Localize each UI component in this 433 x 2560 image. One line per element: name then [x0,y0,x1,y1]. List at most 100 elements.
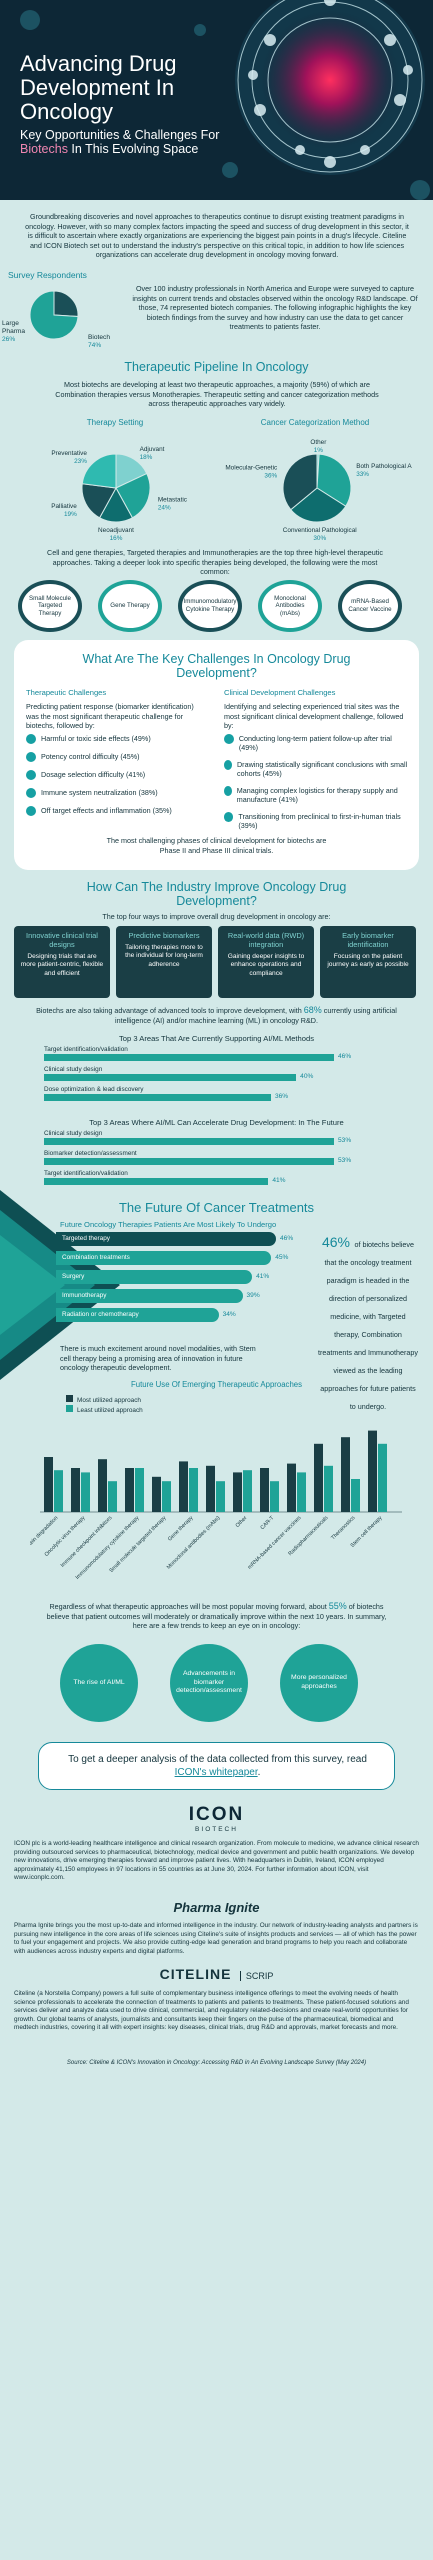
pie-slice [53,290,79,318]
cta-box: To get a deeper analysis of the data col… [38,1742,395,1790]
bar-fill [44,1158,334,1165]
pie-value: 19% [64,511,77,518]
pie-slice [29,290,79,340]
future-bar [56,1289,243,1303]
emerging-bar-least [108,1481,117,1512]
page-title: Advancing Drug Development In Oncology [20,51,177,124]
future-bar-value: 46% [280,1235,294,1242]
bar-fill [44,1138,334,1145]
bar-value: 40% [300,1073,314,1080]
challenges-title: What Are The Key Challenges In Oncology … [82,652,351,680]
clinical-challenges-list: Conducting long-term patient follow-up a… [224,734,410,838]
emerging-label: Theranostics [330,1515,356,1541]
challenge-label: Managing complex logistics for therapy s… [236,786,398,804]
therapy-node: mRNA-Based Cancer Vaccine [338,580,402,632]
pie-value: 33% [356,471,369,478]
respondents-title: Survey Respondents [8,270,87,280]
emerging-bar-least [54,1470,63,1512]
emerging-bar-least [297,1472,306,1512]
challenge-label: Dosage selection difficulty (41%) [41,770,146,779]
therapy-node: Immunomodulatory Cytokine Therapy [178,580,242,632]
pipeline-text: Most biotechs are developing at least tw… [55,380,379,409]
emerging-bar-most [152,1476,161,1512]
challenge-label: Immune system neutralization (38%) [41,788,158,797]
therapy-node: Gene Therapy [98,580,162,632]
improve-cards: Innovative clinical trial designs Designi… [14,926,419,1001]
future-bar-label: Targeted therapy [62,1235,110,1242]
pie-label: Molecular-Genetic [225,464,278,471]
future-bar [56,1308,219,1322]
challenge-item: Conducting long-term patient follow-up a… [224,734,410,752]
improve-card: Early biomarker identification Focusing o… [320,926,416,998]
pie-value: 30% [313,535,326,542]
pie-label: Adjuvant [140,446,165,453]
challenge-icon [224,786,232,796]
challenge-item: Potency control difficulty (45%) [26,752,216,762]
emerging-bar-most [98,1459,107,1512]
improve-card-title: Real-world data (RWD) integration [227,931,305,949]
emerging-bar-least [378,1443,387,1512]
challenge-item: Transitioning from preclinical to first-… [224,812,410,830]
pie-label: Preventative [51,450,87,457]
emerging-bar-most [233,1472,242,1512]
improve-card-text: Designing trials that are more patient-c… [20,953,104,977]
future-bar [56,1251,272,1265]
pie-value: 36% [264,472,277,479]
improve-card: Innovative clinical trial designs Designi… [14,926,110,998]
emerging-bar-least [135,1468,144,1512]
bar-label: Biomarker detection/assessment [44,1150,137,1157]
cta-text: To get a deeper analysis of the data col… [68,1754,367,1778]
challenge-label: Potency control difficulty (45%) [41,752,140,761]
challenges-card: What Are The Key Challenges In Oncology … [14,640,419,870]
challenges-footer: The most challenging phases of clinical … [106,836,327,855]
respondents-pie [29,290,79,340]
pie-value: 23% [74,458,87,465]
whitepaper-link[interactable]: ICON's whitepaper [174,1767,258,1778]
future-bar-label: Surgery [62,1273,85,1280]
challenge-label: Drawing statistically significant conclu… [236,760,408,778]
bar-value: 46% [338,1053,352,1060]
challenge-icon [26,806,36,816]
pie-label: Palliative [51,503,77,510]
future-side-note: 46% of biotechs believe that the oncolog… [318,1234,418,1414]
pharma-ignite-text: Pharma Ignite brings you the most up-to-… [14,1922,418,1955]
challenge-item: Off target effects and inflammation (35%… [26,806,216,816]
future-title: The Future Of Cancer Treatments [118,1200,315,1215]
emerging-bar-least [81,1472,90,1512]
emerging-label: CAR-T [260,1515,276,1531]
challenge-label: Off target effects and inflammation (35%… [41,806,172,815]
bar-fill [44,1054,334,1061]
future-bar-label: Immunotherapy [62,1292,107,1299]
improve-card-title: Innovative clinical trial designs [26,931,98,949]
therapy-node: Small Molecule Targeted Therapy [18,580,82,632]
future-bar-value: 34% [222,1311,236,1318]
emerging-bar-least [189,1468,198,1512]
challenge-item: Drawing statistically significant conclu… [224,760,410,778]
future-side-pct: 46% [321,1234,351,1250]
emerging-bar-most [368,1430,377,1512]
improve-subtitle: The top four ways to improve overall dru… [102,912,331,921]
bar-label: Target identification/validation [44,1170,128,1177]
improve-card-text: Tailoring therapies more to the individu… [125,944,203,968]
bar-value: 53% [338,1157,352,1164]
pie-label: Other [310,439,327,446]
respondents-label-biotech: Biotech 74% [88,334,110,349]
challenge-label: Transitioning from preclinical to first-… [238,812,401,830]
pie-value: 16% [110,535,123,542]
bar-value: 41% [272,1177,286,1184]
improve-card: Real-world data (RWD) integration Gaining… [218,926,314,998]
emerging-label: mRNA-based cancer vaccines [247,1515,303,1571]
pie-slice [290,487,347,523]
citeline-logo: CITELINE SCRIP [159,1966,274,1982]
improve-card-text: Gaining deeper insights to enhance opera… [227,953,305,977]
therapeutic-challenges-list: Harmful or toxic side effects (49%) Poten… [26,734,216,824]
method-title: Cancer Categorization Method [260,418,370,427]
legend-least: Least utilized approach [66,1405,143,1414]
challenge-label: Harmful or toxic side effects (49%) [41,734,151,743]
improve-card-title: Early biomarker identification [342,931,394,949]
future-bar-label: Radiation or chemotherapy [62,1311,139,1318]
emerging-label: Immune checkpoint inhibitors [60,1515,114,1569]
setting-title: Therapy Setting [86,418,144,427]
